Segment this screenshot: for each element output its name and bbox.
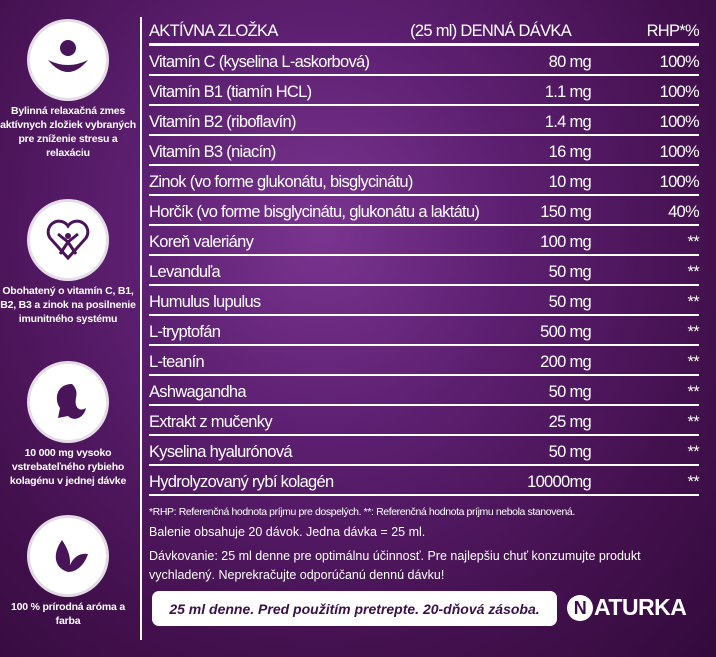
rhp-percent: ** (687, 383, 700, 401)
daily-dose: 100 mg (540, 233, 592, 251)
ingredient-name: Vitamín B2 (riboflavín) (149, 113, 297, 131)
rhp-percent: ** (687, 293, 700, 311)
feature-text: Obohatený o vitamín C, B1, B2, B3 a zino… (0, 285, 136, 325)
rhp-percent: 100% (659, 143, 700, 161)
feature-text: Bylinná relaxačná zmes aktívnych zložiek… (0, 105, 136, 159)
footnote: *RHP: Referenčná hodnota príjmu pre dosp… (149, 506, 575, 518)
feature-text: 100 % prírodná aróma a farba (10, 601, 126, 627)
feature-sidebar: Bylinná relaxačná zmes aktívnych zložiek… (0, 0, 136, 657)
ingredient-name: Vitamín B1 (tiamín HCL) (149, 83, 312, 101)
heart-person-icon (30, 202, 106, 278)
rhp-percent: 100% (659, 113, 700, 131)
rhp-percent: ** (687, 233, 700, 251)
ingredient-name: L-teanín (149, 353, 205, 371)
rhp-percent: ** (687, 413, 700, 431)
rhp-percent: ** (687, 263, 700, 281)
daily-dose: 200 mg (540, 353, 592, 371)
ingredient-name: Horčík (vo forme bisglycinátu, glukonátu… (149, 203, 480, 221)
table-row: Vitamín B2 (riboflavín) 1.4 mg 100% (149, 106, 700, 136)
ingredient-name: Levanduľa (149, 263, 221, 281)
daily-dose: 16 mg (548, 143, 592, 161)
table-row: Extrakt z mučenky 25 mg ** (149, 406, 700, 436)
hammock-relax-icon (30, 22, 106, 98)
ingredient-name: Vitamín C (kyselina L-askorbová) (149, 53, 370, 71)
feature-relax: Bylinná relaxačná zmes aktívnych zložiek… (0, 22, 136, 160)
ingredient-name: Hydrolyzovaný rybí kolagén (149, 473, 334, 491)
ingredient-name: Zinok (vo forme glukonátu, bisglycinátu) (149, 173, 413, 191)
daily-dose: 1.4 mg (544, 113, 592, 131)
logo-letter: N (567, 594, 593, 621)
ingredient-name: Kyselina hyalurónová (149, 443, 293, 461)
table-row: Levanduľa 50 mg ** (149, 256, 700, 286)
daily-dose: 50 mg (548, 443, 592, 461)
ingredient-name: Vitamín B3 (niacín) (149, 143, 276, 161)
ingredient-name: Humulus lupulus (149, 293, 261, 311)
table-row: Koreň valeriány 100 mg ** (149, 226, 700, 256)
rhp-percent: 100% (659, 83, 700, 101)
daily-dose: 80 mg (548, 53, 592, 71)
naturka-logo: N ATURKA (567, 594, 687, 621)
daily-dose: 1.1 mg (544, 83, 592, 101)
header-dose: (25 ml) DENNÁ DÁVKA (410, 22, 572, 40)
daily-dose: 10000mg (527, 473, 592, 491)
daily-dose: 500 mg (540, 323, 592, 341)
table-row: Horčík (vo forme bisglycinátu, glukonátu… (149, 196, 700, 226)
ingredient-name: Ashwagandha (149, 383, 247, 401)
leaf-icon (30, 518, 106, 594)
ingredient-name: Koreň valeriány (149, 233, 254, 251)
dosage-info: Dávkovanie: 25 ml denne pre optimálnu úč… (149, 549, 641, 582)
header-ingredient: AKTÍVNA ZLOŽKA (149, 22, 278, 40)
header-rhp: RHP*% (646, 22, 700, 40)
feature-natural: 100 % prírodná aróma a farba (0, 518, 136, 628)
usage-banner: 25 ml denne. Pred použitím pretrepte. 20… (152, 591, 557, 626)
daily-dose: 25 mg (548, 413, 592, 431)
table-row: Vitamín B3 (niacín) 16 mg 100% (149, 136, 700, 166)
feature-immunity: Obohatený o vitamín C, B1, B2, B3 a zino… (0, 202, 136, 326)
daily-dose: 50 mg (548, 263, 592, 281)
table-row: Vitamín B1 (tiamín HCL) 1.1 mg 100% (149, 76, 700, 106)
table-header: AKTÍVNA ZLOŽKA (25 ml) DENNÁ DÁVKA RHP*% (149, 18, 700, 46)
feature-text: 10 000 mg vysoko vstrebateľného rybieho … (9, 447, 127, 487)
table-row: Vitamín C (kyselina L-askorbová) 80 mg 100… (149, 46, 700, 76)
logo-name: ATURKA (594, 594, 687, 620)
rhp-percent: ** (687, 353, 700, 371)
table-row: Hydrolyzovaný rybí kolagén 10000mg ** (149, 466, 700, 496)
notes: *RHP: Referenčná hodnota príjmu pre dosp… (149, 506, 709, 585)
daily-dose: 50 mg (548, 293, 592, 311)
rhp-percent: 40% (668, 203, 700, 221)
table-row: Humulus lupulus 50 mg ** (149, 286, 700, 316)
rhp-percent: ** (687, 473, 700, 491)
table-row: Zinok (vo forme glukonátu, bisglycinátu)… (149, 166, 700, 196)
rhp-percent: 100% (659, 53, 700, 71)
woman-hair-icon (30, 364, 106, 440)
rhp-percent: 100% (659, 173, 700, 191)
nutrition-table: AKTÍVNA ZLOŽKA (25 ml) DENNÁ DÁVKA RHP*%… (149, 18, 700, 496)
ingredient-name: Extrakt z mučenky (149, 413, 273, 431)
divider-line (140, 17, 142, 640)
rhp-percent: ** (687, 323, 700, 341)
daily-dose: 50 mg (548, 383, 592, 401)
package-info: Balenie obsahuje 20 dávok. Jedna dávka =… (149, 525, 426, 539)
table-row: L-teanín 200 mg ** (149, 346, 700, 376)
daily-dose: 150 mg (540, 203, 592, 221)
daily-dose: 10 mg (548, 173, 592, 191)
table-row: L-tryptofán 500 mg ** (149, 316, 700, 346)
feature-collagen: 10 000 mg vysoko vstrebateľného rybieho … (0, 364, 136, 488)
ingredient-name: L-tryptofán (149, 323, 221, 341)
table-row: Ashwagandha 50 mg ** (149, 376, 700, 406)
table-row: Kyselina hyalurónová 50 mg ** (149, 436, 700, 466)
rhp-percent: ** (687, 443, 700, 461)
